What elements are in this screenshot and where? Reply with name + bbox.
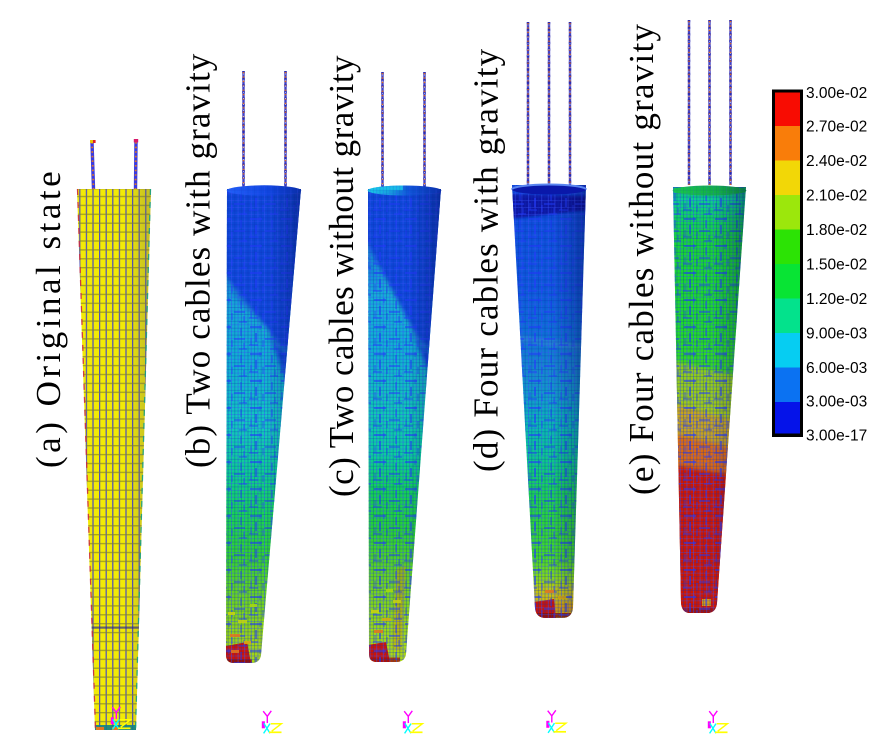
svg-text:(a) Original state: (a) Original state	[29, 168, 68, 468]
svg-text:2.70e-02: 2.70e-02	[806, 119, 867, 136]
svg-text:3.00e-02: 3.00e-02	[806, 85, 867, 102]
svg-text:3.00e-03: 3.00e-03	[806, 394, 867, 411]
svg-text:3.00e-17: 3.00e-17	[806, 428, 867, 445]
svg-text:(d) Four cables with gravity: (d) Four cables with gravity	[467, 48, 506, 472]
svg-text:(c) Two cables without gravity: (c) Two cables without gravity	[322, 55, 361, 497]
svg-text:2.10e-02: 2.10e-02	[806, 188, 867, 205]
svg-text:(e) Four cables without grav: (e) Four cables without gravity	[622, 23, 661, 495]
svg-text:1.80e-02: 1.80e-02	[806, 222, 867, 239]
svg-text:(b) Two cables with gravity: (b) Two cables with gravity	[179, 53, 218, 468]
svg-text:6.00e-03: 6.00e-03	[806, 360, 867, 377]
svg-text:1.20e-02: 1.20e-02	[806, 291, 867, 308]
svg-text:2.40e-02: 2.40e-02	[806, 153, 867, 170]
svg-text:1.50e-02: 1.50e-02	[806, 257, 867, 274]
svg-text:9.00e-03: 9.00e-03	[806, 326, 867, 343]
